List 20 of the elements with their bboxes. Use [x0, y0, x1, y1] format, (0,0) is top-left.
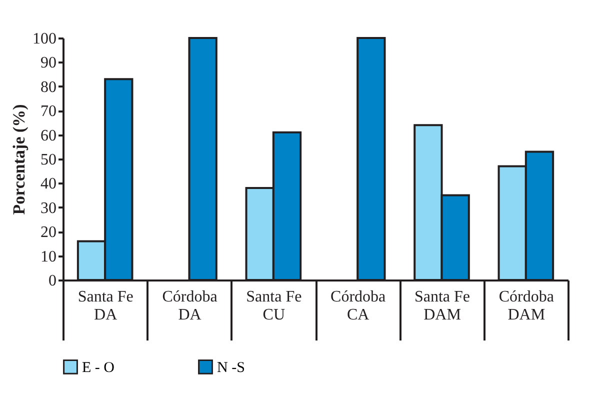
x-tick-label: Córdoba CA: [330, 288, 386, 324]
x-tick-label: Córdoba DAM: [498, 288, 554, 324]
x-tick-label: Santa Fe DAM: [414, 288, 470, 324]
x-tick-label: Córdoba DA: [162, 288, 218, 324]
y-axis-title: Porcentaje (%): [10, 104, 28, 215]
x-tick-label: Santa Fe DA: [78, 288, 134, 324]
y-tick-label: 20: [40, 224, 56, 242]
y-tick-label: 50: [40, 152, 56, 168]
y-tick-label: 0: [48, 272, 56, 290]
legend-label: E - O: [82, 360, 115, 376]
y-tick-label: 10: [40, 248, 56, 266]
x-tick-label: Santa Fe CU: [246, 288, 302, 324]
y-tick-label: 70: [40, 103, 56, 120]
y-tick-label: 80: [40, 78, 56, 96]
y-tick-label: 40: [40, 176, 56, 193]
y-tick-label: 60: [40, 127, 56, 144]
legend-label: N -S: [217, 360, 245, 376]
y-tick-label: 90: [40, 54, 56, 72]
y-tick-label: 100: [32, 30, 56, 48]
y-tick-label: 30: [40, 200, 56, 217]
